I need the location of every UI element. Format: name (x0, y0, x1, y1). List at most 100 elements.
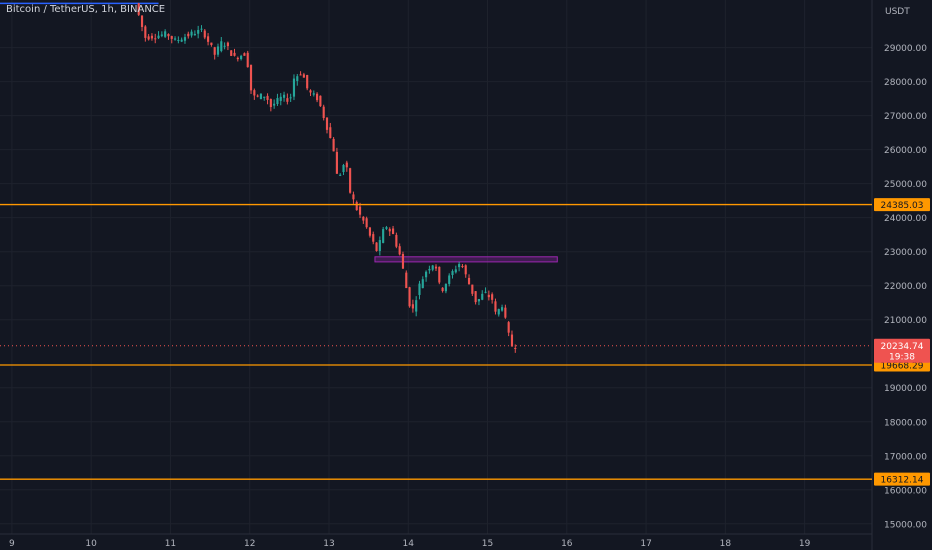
candle-body (349, 168, 352, 193)
candle-body (230, 50, 233, 56)
candle-body (434, 266, 438, 269)
level-price-label: 16312.14 (881, 476, 924, 486)
candle-body (428, 268, 431, 271)
level-price-tag (874, 198, 930, 212)
candle-body (282, 94, 286, 98)
candle-body (187, 33, 190, 37)
candle-body (481, 293, 484, 300)
candle-body (362, 216, 365, 221)
candle-body (431, 265, 434, 270)
candle-body (388, 228, 391, 232)
last-price-value: 20234.74 (881, 342, 924, 352)
currency-label: USDT (885, 7, 910, 17)
candle-body (207, 36, 210, 42)
candle-body (507, 322, 510, 333)
candle-body (170, 36, 173, 39)
price-tick-label: 26000.00 (884, 146, 927, 156)
price-tick-label: 29000.00 (884, 44, 927, 54)
candle-body (471, 284, 474, 294)
price-tick-label: 25000.00 (884, 180, 927, 190)
candle-body (375, 242, 378, 251)
candle-body (246, 52, 249, 68)
candle-body (137, 3, 140, 15)
candle-body (477, 299, 481, 302)
candle-body (408, 287, 411, 307)
chart-title: Bitcoin / TetherUS, 1h, BINANCE (6, 4, 166, 15)
price-tick-label: 23000.00 (884, 248, 927, 258)
candle-body (382, 229, 385, 243)
candle-body (372, 234, 375, 242)
candle-body (358, 206, 362, 215)
candle-body (243, 53, 246, 56)
candle-body (296, 76, 299, 81)
candle-body (154, 38, 157, 40)
candle-body (289, 97, 292, 99)
price-tick-label: 19000.00 (884, 384, 927, 394)
time-tick-label: 15 (482, 539, 493, 549)
candle-body (411, 304, 414, 309)
candle-body (514, 347, 517, 349)
candle-body (335, 151, 338, 174)
candle-body (144, 26, 147, 38)
candle-body (273, 103, 276, 106)
candle-body (197, 29, 200, 34)
level-price-tag (874, 472, 930, 486)
candle-body (276, 98, 279, 104)
candle-body (157, 35, 160, 39)
price-tick-label: 28000.00 (884, 78, 927, 88)
price-tick-label: 17000.00 (884, 452, 927, 462)
candle-body (441, 287, 444, 292)
candle-body (259, 93, 263, 100)
candle-body (220, 41, 223, 52)
candle-body (401, 253, 405, 269)
candle-body (306, 74, 309, 89)
candle-body (200, 28, 203, 30)
candle-body (467, 277, 471, 285)
candle-body (444, 283, 447, 292)
candle-body (223, 45, 226, 47)
candle-body (474, 291, 477, 303)
level-price-label: 24385.03 (881, 201, 924, 211)
candle-body (487, 294, 490, 298)
candle-body (352, 194, 355, 200)
candle-body (451, 271, 454, 276)
time-tick-label: 18 (720, 539, 732, 549)
candle-body (448, 275, 451, 284)
candle-body (226, 42, 229, 47)
candle-body (253, 90, 256, 96)
candle-body (464, 265, 467, 275)
candle-body (213, 47, 216, 55)
time-tick-label: 12 (244, 539, 255, 549)
candle-body (395, 234, 398, 247)
candle-body (147, 36, 150, 40)
candle-body (418, 283, 421, 295)
candle-body (339, 174, 342, 176)
candle-body (299, 74, 302, 76)
candle-body (263, 96, 266, 98)
candle-body (325, 117, 329, 130)
candle-body (319, 95, 322, 107)
time-tick-label: 17 (640, 539, 651, 549)
level-price-label: 19668.29 (881, 362, 924, 372)
candle-body (332, 138, 335, 152)
candle-body (484, 291, 487, 293)
candle-body (497, 309, 500, 315)
price-tick-label: 24000.00 (884, 214, 927, 224)
candle-body (266, 95, 269, 100)
candle-body (368, 227, 372, 236)
time-tick-label: 16 (561, 539, 573, 549)
candle-body (345, 162, 348, 168)
candle-body (216, 46, 220, 55)
time-tick-label: 10 (85, 539, 97, 549)
candle-body (494, 301, 497, 312)
bar-countdown: 19:38 (889, 353, 915, 363)
candle-body (421, 279, 424, 289)
price-tick-label: 15000.00 (884, 520, 927, 530)
candle-body (240, 55, 243, 60)
candle-body (398, 246, 401, 255)
candle-body (491, 294, 494, 300)
time-tick-label: 11 (165, 539, 176, 549)
candle-body (183, 37, 187, 41)
candle-body (177, 39, 180, 41)
